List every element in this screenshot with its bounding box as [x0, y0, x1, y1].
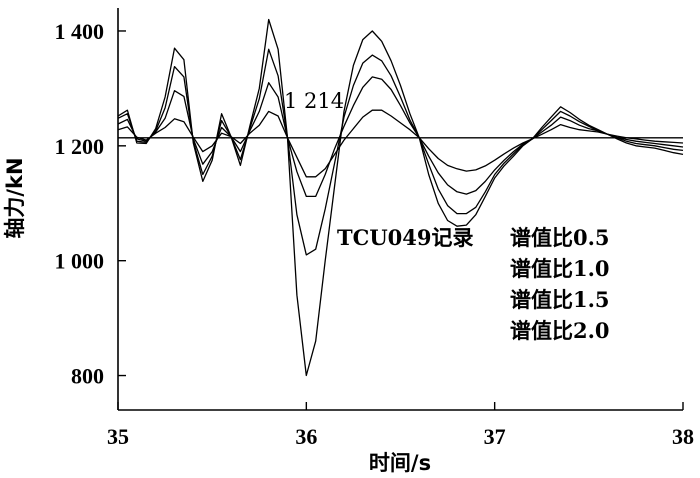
legend-title: TCU049记录: [337, 225, 474, 250]
legend-entry: 谱值比2.0: [510, 318, 610, 343]
series-group: [117, 18, 684, 377]
y-tick-label: 1 000: [55, 249, 105, 274]
series-line-1: [117, 109, 684, 178]
series-line-2: [117, 76, 684, 198]
x-tick-label: 35: [107, 424, 129, 449]
ticks: 35 36 37 38 800 1 000 1 200 1 400: [55, 19, 695, 449]
y-tick-label: 1 200: [55, 134, 105, 159]
y-tick-label: 1 400: [55, 19, 105, 44]
legend: 谱值比0.5 谱值比1.0 谱值比1.5 谱值比2.0: [510, 225, 610, 343]
legend-entry: 谱值比1.5: [510, 287, 610, 312]
series-line-4: [117, 18, 684, 377]
x-axis-title: 时间/s: [369, 451, 431, 475]
y-tick-label: 800: [71, 364, 104, 389]
x-tick-label: 37: [484, 424, 506, 449]
reference-line-label: 1 214: [284, 89, 344, 113]
legend-entry: 谱值比1.0: [510, 256, 610, 281]
x-tick-label: 36: [295, 424, 317, 449]
x-tick-label: 38: [672, 424, 694, 449]
axes: [117, 8, 683, 411]
series-line-3: [117, 48, 684, 256]
legend-entry: 谱值比0.5: [510, 225, 610, 250]
y-axis-title: 轴力/kN: [3, 157, 27, 238]
